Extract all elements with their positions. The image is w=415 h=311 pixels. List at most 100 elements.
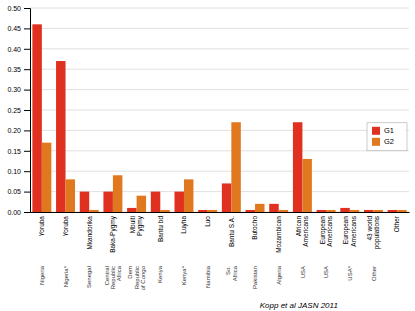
legend-label: G1 <box>384 126 394 135</box>
x-tick-label: Baka-Pygmy <box>109 215 117 253</box>
country-label-line: So. <box>225 266 231 275</box>
country-label-line: Kenya* <box>181 265 187 285</box>
grid-line <box>30 171 409 172</box>
country-label-line: Other <box>371 266 377 281</box>
x-tick: EuropeanAmericans <box>342 215 356 246</box>
grid-line <box>30 69 409 70</box>
bar <box>42 143 51 212</box>
x-tick: Luo <box>204 216 211 227</box>
x-tick-label: Mozambican <box>275 216 282 253</box>
bar <box>127 208 136 212</box>
grid-line <box>30 89 409 90</box>
country-label: Senegal <box>86 266 92 288</box>
bar <box>302 159 311 212</box>
x-tick-label: Bantu bd <box>157 216 164 242</box>
legend-label: G2 <box>384 137 394 146</box>
bar <box>137 196 146 212</box>
country-label: CentralRepublicAfrica <box>104 265 123 289</box>
bar <box>89 210 98 212</box>
y-tick-label: 0.10 <box>7 168 21 175</box>
x-tick-label-line: Bantu bd <box>157 216 164 242</box>
x-tick-label: Yoruba <box>38 216 45 237</box>
x-tick-label: MbuitiPygmy <box>129 215 144 236</box>
x-tick: Other <box>393 215 400 232</box>
bar <box>208 210 217 212</box>
country-label-line: Republic <box>110 266 116 289</box>
x-tick-label: EuropeanAmericans <box>319 215 333 246</box>
country-label-line: of Congo <box>140 265 146 290</box>
x-tick: AfricanAmericans <box>295 215 309 246</box>
x-tick: EuropeanAmericans <box>319 215 333 246</box>
legend: G1G2 <box>367 123 407 151</box>
y-tick: 0.00 <box>7 209 30 216</box>
x-tick: Baka-Pygmy <box>109 215 117 253</box>
y-tick-label: 0.25 <box>7 107 21 114</box>
country-label-line: Nigeria <box>39 265 45 285</box>
grid <box>30 8 409 212</box>
y-tick-label: 0.05 <box>7 188 21 195</box>
bar <box>340 208 349 212</box>
y-tick: 0.20 <box>7 127 30 134</box>
x-tick-label-line: Americans <box>302 215 309 246</box>
x-tick-label-line: Baka-Pygmy <box>109 215 117 253</box>
y-tick-mark <box>24 192 30 193</box>
x-tick-label-line: 43 world <box>366 216 373 241</box>
legend-swatch <box>372 138 380 146</box>
x-tick-label: EuropeanAmericans <box>342 215 356 246</box>
bar <box>231 122 240 212</box>
legend-item: G1 <box>372 126 394 135</box>
bar <box>174 192 183 212</box>
x-tick-label-line: Mozambican <box>275 216 282 253</box>
x-tick: Bantu bd <box>157 216 164 242</box>
x-tick: Mkandorika <box>85 216 92 250</box>
bar <box>222 183 231 212</box>
x-tick-label-line: Mbuiti <box>129 216 136 233</box>
legend-item: G2 <box>372 137 394 146</box>
country-label-line: Nigeria* <box>63 265 69 287</box>
x-tick-label-line: Americans <box>350 215 357 246</box>
bar <box>246 210 255 212</box>
x-tick: Mozambican <box>275 216 282 253</box>
bar <box>388 210 397 212</box>
x-tick-label: Other <box>393 215 400 232</box>
country-label: USA <box>323 266 329 278</box>
y-axis-line <box>24 9 31 213</box>
x-tick-label-line: Other <box>393 215 400 232</box>
y-tick-label: 0.50 <box>7 5 21 12</box>
x-tick: Butocho <box>251 216 258 240</box>
legend-swatch <box>372 127 380 135</box>
bar <box>32 24 41 212</box>
bar <box>184 179 193 212</box>
bar-series <box>42 122 407 212</box>
bar <box>66 179 75 212</box>
x-tick-label-line: Pygmy <box>136 215 144 236</box>
country-label: So.Africa <box>225 265 237 281</box>
bar <box>151 192 160 212</box>
x-tick-label: Luyha <box>180 216 188 234</box>
country-label-line: Dem <box>127 266 133 279</box>
x-tick-label-line: Luyha <box>180 216 188 234</box>
x-tick-label-line: Yoruba <box>38 216 45 237</box>
y-tick: 0.45 <box>7 25 30 32</box>
country-label-line: USA <box>323 266 329 278</box>
country-label: USA <box>300 266 306 278</box>
bar <box>373 210 382 212</box>
bar <box>198 210 207 212</box>
y-tick-mark <box>24 8 30 9</box>
country-label-line: Africa <box>232 265 238 281</box>
grid-line <box>30 110 409 111</box>
y-tick-mark <box>24 212 30 213</box>
bar <box>317 210 326 212</box>
x-tick: 43 worldpopulations <box>366 215 381 249</box>
citation: Kopp et al JASN 2011 <box>260 301 338 310</box>
y-tick-label: 0.30 <box>7 86 21 93</box>
country-label: Kenya* <box>181 265 187 285</box>
country-label-line: Kenya <box>157 265 163 283</box>
country-label-line: USA* <box>347 265 353 280</box>
bar <box>293 122 302 212</box>
country-label-line: Africa <box>116 265 122 281</box>
x-tick-label-line: populations <box>373 215 381 249</box>
bar <box>56 61 65 212</box>
y-tick-mark <box>24 28 30 29</box>
y-tick-mark <box>24 90 30 91</box>
